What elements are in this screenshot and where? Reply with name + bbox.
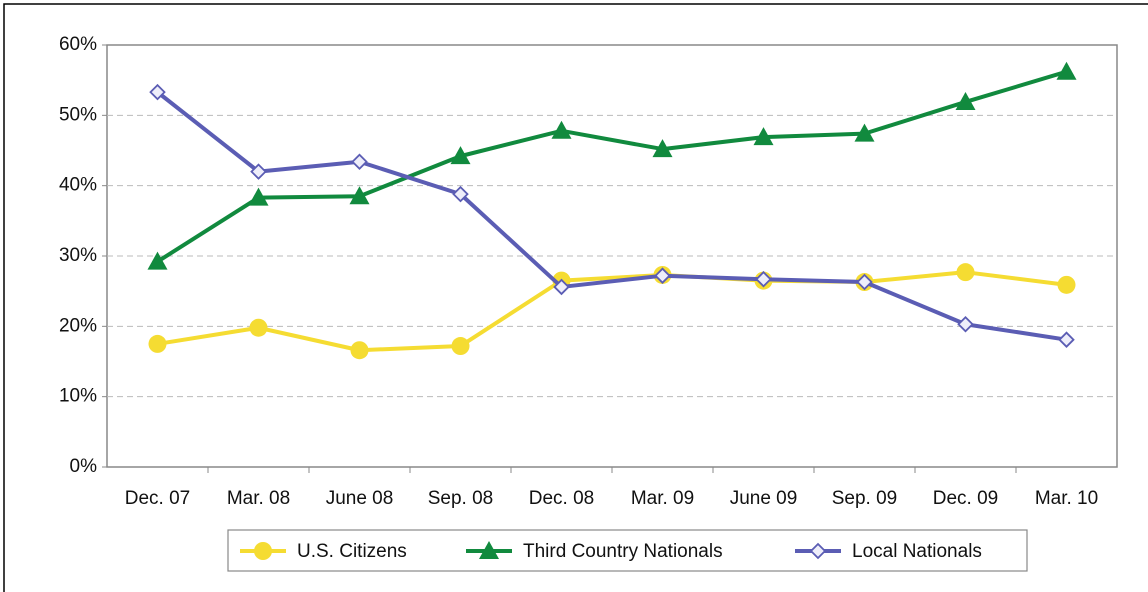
x-tick-label: Mar. 08 [227,488,290,509]
x-tick-label: Mar. 10 [1035,488,1098,509]
marker [148,334,167,353]
y-tick-label: 20% [59,315,97,336]
marker [452,185,469,203]
legend-label: Local Nationals [852,541,982,562]
marker [349,186,370,205]
marker [753,127,774,146]
x-tick-label: June 08 [326,488,394,509]
marker [957,315,974,333]
x-tick-label: Dec. 07 [125,488,190,509]
marker [250,163,267,180]
marker [254,542,272,560]
y-tick-label: 40% [59,175,97,196]
marker [755,270,772,288]
marker [147,251,168,270]
marker [1058,331,1075,348]
marker [956,263,975,282]
marker [451,337,470,356]
y-tick-label: 0% [70,456,98,477]
legend-label: U.S. Citizens [297,541,407,562]
y-tick-label: 50% [59,104,97,125]
x-tick-label: Mar. 09 [631,488,694,509]
marker [1056,61,1077,80]
marker [553,278,570,296]
marker [551,120,572,139]
y-tick-label: 10% [59,386,97,407]
x-tick-label: Sep. 08 [428,488,494,509]
marker [248,187,269,206]
x-tick-label: Dec. 08 [529,488,594,509]
marker [479,541,499,559]
series-line [156,69,1068,264]
frame [3,3,1148,592]
x-tick-label: Dec. 09 [933,488,998,509]
marker [654,267,671,284]
series-line [157,270,1067,353]
marker [652,139,673,158]
marker [350,341,369,360]
marker [809,542,827,560]
marker [351,153,368,171]
legend [227,529,1028,572]
legend-label: Third Country Nationals [523,541,723,562]
marker [450,146,471,165]
marker [1057,275,1076,294]
marker [856,273,873,291]
marker [149,83,166,101]
series-line [156,90,1067,342]
y-tick-label: 60% [59,34,97,55]
marker [955,91,976,110]
marker [249,318,268,337]
x-tick-label: June 09 [730,488,798,509]
marker [854,123,875,142]
x-tick-label: Sep. 09 [832,488,898,509]
y-tick-label: 30% [59,245,97,266]
